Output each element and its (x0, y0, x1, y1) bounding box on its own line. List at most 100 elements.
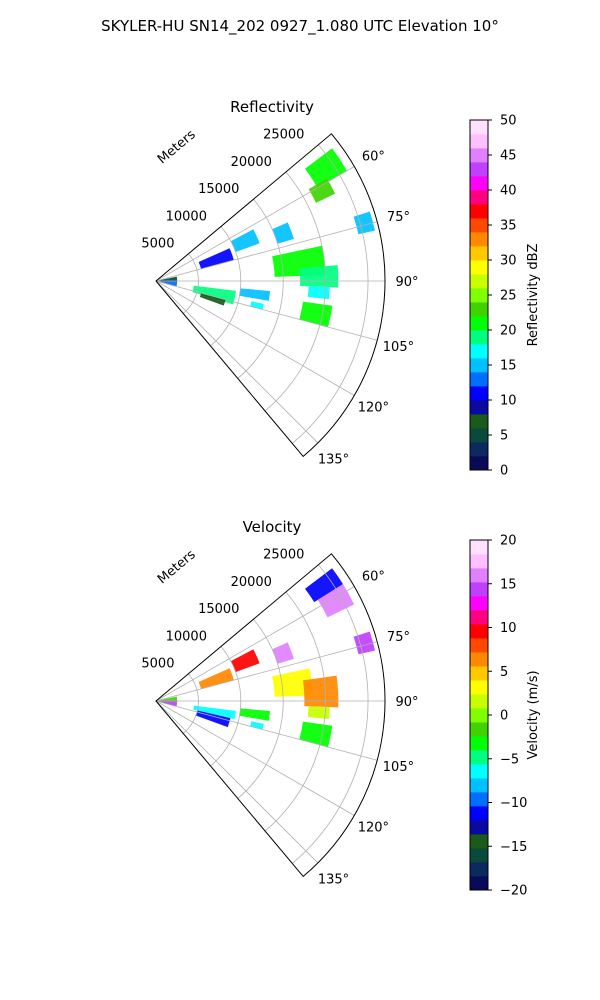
reflectivity-colorbar: 0 5 10 15 20 25 30 35 40 45 50 Reflectivity dBZ (469, 114, 541, 479)
colorbar-tick-label: 25 (500, 289, 517, 304)
range-tick-label: 20000 (231, 155, 272, 170)
colorbar-segment (470, 764, 488, 779)
azimuth-tick-label: 105° (383, 760, 414, 775)
range-tick-label: 5000 (141, 657, 174, 672)
reflectivity-echoes (157, 148, 375, 328)
colorbar-tick-label: 20 (500, 324, 517, 339)
range-tick-label: 5000 (141, 237, 174, 252)
colorbar-tick-label: 10 (500, 394, 517, 409)
colorbar-segment (470, 750, 488, 765)
colorbar-segment (470, 680, 488, 695)
sector-frame (155, 553, 386, 878)
colorbar-tick-label: 40 (500, 184, 517, 199)
azimuth-tick-label: 135° (318, 452, 349, 467)
colorbar-segment (470, 708, 488, 723)
colorbar-tick-label: 45 (500, 149, 517, 164)
range-ring-2 (237, 618, 284, 799)
colorbar-segment (470, 358, 488, 373)
echo-cell-5 (198, 668, 234, 689)
azimuth-line-120 (155, 280, 355, 396)
colorbar-segment (470, 400, 488, 415)
colorbar-segment (470, 652, 488, 667)
colorbar-segment (470, 260, 488, 275)
colorbar-segment (470, 162, 488, 177)
echo-cell-0 (305, 568, 344, 603)
range-tick-label: 20000 (231, 575, 272, 590)
colorbar-segment (470, 610, 488, 625)
colorbar-tick-label: 15 (500, 577, 517, 592)
colorbar-tick-label: 5 (500, 429, 508, 444)
colorbar-tick-label: 5 (500, 665, 508, 680)
colorbar-segment (470, 778, 488, 793)
colorbar-tick-label: −5 (500, 752, 519, 767)
echo-cell-14 (157, 696, 178, 701)
colorbar-tick-label: −15 (500, 840, 527, 855)
colorbar-segment (470, 372, 488, 387)
colorbar-segment (470, 274, 488, 289)
range-ring-3 (264, 171, 327, 412)
colorbar-segment (470, 638, 488, 653)
velocity-panel: Velocity 5000 10000 15000 20000 25000 Meters 6… (141, 518, 541, 899)
colorbar-segment (470, 736, 488, 751)
azimuth-line-105 (155, 700, 378, 761)
echo-cell-12 (250, 721, 264, 730)
azimuth-line-120 (155, 700, 355, 816)
azimuth-line-105 (155, 280, 378, 341)
echo-cell-2 (353, 631, 375, 655)
echo-cell-7 (299, 265, 339, 288)
colorbar-segment (470, 344, 488, 359)
echo-cell-12 (250, 301, 264, 310)
colorbar-tick-label: 0 (500, 464, 508, 479)
range-tick-label: 15000 (198, 182, 239, 197)
velocity-colorbar: −20 −15 −10 −5 0 5 10 15 20 Velocity (m/s) (469, 534, 541, 899)
colorbar-tick-label: 10 (500, 621, 517, 636)
azimuth-tick-label: 90° (395, 695, 418, 710)
echo-cell-4 (230, 229, 260, 252)
colorbar-segment (470, 876, 488, 891)
colorbar-segment (470, 582, 488, 597)
velocity-echoes (157, 568, 375, 748)
colorbar-segment (470, 442, 488, 457)
colorbar-segment (470, 204, 488, 219)
colorbar-tick-label: 20 (500, 534, 517, 549)
colorbar-segment (470, 120, 488, 135)
colorbar-segment (470, 148, 488, 163)
echo-cell-10 (199, 293, 226, 306)
colorbar-segment (470, 624, 488, 639)
echo-cell-1 (308, 178, 336, 203)
colorbar-label: Velocity (m/s) (526, 670, 541, 759)
range-tick-label: 10000 (166, 629, 207, 644)
colorbar-segment (470, 792, 488, 807)
colorbar-tick-label: 50 (500, 114, 517, 129)
colorbar-segment (470, 554, 488, 569)
azimuth-line-75 (155, 641, 378, 702)
azimuth-line-60 (155, 166, 355, 282)
reflectivity-axis-labels: 5000 10000 15000 20000 25000 Meters 60° 75° 90° 1… (141, 127, 418, 467)
colorbar-segment (470, 190, 488, 205)
azimuth-tick-label: 120° (358, 401, 389, 416)
colorbar-segment (470, 722, 488, 737)
colorbar-segment (470, 246, 488, 261)
azimuth-tick-label: 60° (362, 570, 385, 585)
echo-cell-13 (299, 721, 333, 748)
azimuth-tick-label: 105° (383, 340, 414, 355)
figure-title: SKYLER-HU SN14_202 0927_1.080 UTC Elevat… (101, 17, 499, 36)
colorbar-segment (470, 820, 488, 835)
range-tick-label: 25000 (263, 128, 304, 143)
azimuth-tick-label: 75° (387, 210, 410, 225)
range-ring-1 (210, 646, 242, 767)
colorbar-tick-label: 15 (500, 359, 517, 374)
colorbar-segment (470, 568, 488, 583)
colorbar-segment (470, 232, 488, 247)
colorbar-tick-label: −20 (500, 884, 527, 899)
colorbar-segment (470, 862, 488, 877)
colorbar-tick-label: 0 (500, 709, 508, 724)
echo-cell-1 (317, 584, 355, 618)
echo-cell-5 (198, 248, 234, 269)
range-ring-4 (292, 144, 369, 444)
colorbar-segment (470, 694, 488, 709)
range-ring-3 (264, 591, 327, 832)
range-tick-label: 25000 (263, 548, 304, 563)
colorbar-segment (470, 414, 488, 429)
colorbar-segment (470, 540, 488, 555)
